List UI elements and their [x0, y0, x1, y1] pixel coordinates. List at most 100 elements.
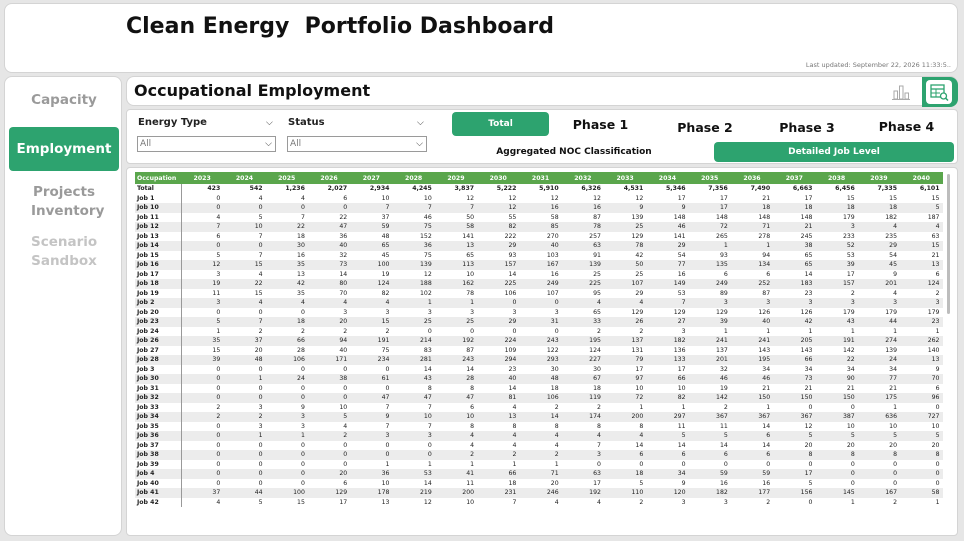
table-cell: 9 [350, 412, 393, 422]
table-cell: 0 [893, 479, 898, 487]
table-cell: 3 [815, 222, 858, 232]
table-cell: 219 [392, 488, 435, 498]
table-cell: 0 [766, 460, 771, 468]
status-chevron-icon[interactable]: ⌵ [417, 118, 424, 128]
column-header-year[interactable]: 2029 [434, 172, 478, 184]
column-header-year[interactable]: 2036 [730, 172, 774, 184]
nav-item-scenario-sandbox[interactable]: Scenario Sandbox [9, 233, 119, 271]
column-header-year[interactable]: 2024 [223, 172, 266, 184]
table-cell: 65 [466, 251, 475, 259]
phase-4-button[interactable]: Phase 4 [859, 115, 954, 139]
energy-type-value: All [140, 139, 152, 149]
column-header-year[interactable]: 2023 [181, 172, 224, 184]
table-cell: 15 [223, 260, 266, 270]
table-cell: 5 [773, 431, 816, 441]
table-cell: 44 [857, 317, 901, 327]
table-cell: 21 [846, 384, 855, 392]
table-cell: 14 [719, 441, 728, 449]
table-cell: 195 [561, 336, 604, 346]
table-cell: 7 [300, 213, 305, 221]
table-cell: 10 [339, 403, 348, 411]
table-cell: 15 [846, 194, 855, 202]
table-cell: 39 [688, 317, 731, 327]
column-header-year[interactable]: 2025 [265, 172, 308, 184]
table-cell: 21 [804, 384, 813, 392]
table-cell: 5 [646, 431, 689, 441]
table-cell: 47 [307, 222, 351, 232]
column-header-year[interactable]: 2027 [350, 172, 393, 184]
table-cell: 2 [639, 327, 644, 335]
table-cell: 4 [561, 298, 604, 308]
column-header-year[interactable]: 2033 [603, 172, 647, 184]
table-cell: 18 [297, 232, 305, 240]
table-cell: 34 [762, 365, 771, 373]
column-header-year[interactable]: 2035 [688, 172, 731, 184]
table-cell: 4 [470, 441, 475, 449]
table-cell: 4 [893, 289, 898, 297]
column-header-year[interactable]: 2030 [477, 172, 520, 184]
table-header-row: Occupation 2023 2024 2025 2026 2027 2028 2029 20… [135, 172, 943, 184]
table-row: Job 31 0 0 0 0 0 8 8 14 18 18 10 10 19 21 21 21 21 6 [135, 383, 943, 393]
table-view-button[interactable] [922, 77, 958, 107]
table-cell: 5 [857, 431, 901, 441]
phase-3-button[interactable]: Phase 3 [757, 115, 857, 139]
bar-chart-icon[interactable] [891, 82, 911, 102]
nav-item-employment[interactable]: Employment [9, 127, 119, 171]
row-label: Job 1 [135, 193, 182, 203]
table-cell: 5 [815, 431, 858, 441]
table-cell: 25 [593, 270, 601, 278]
table-cell: 3 [554, 308, 559, 316]
table-cell: 129 [631, 232, 644, 240]
row-label: Job 24 [135, 326, 182, 336]
table-cell: 75 [392, 222, 435, 232]
table-cell: 82 [477, 222, 520, 232]
table-cell: 8 [597, 422, 601, 430]
table-cell: 2 [723, 403, 728, 411]
table-cell: 63 [931, 232, 940, 240]
column-header-year[interactable]: 2031 [519, 172, 562, 184]
table-cell: 6 [343, 479, 348, 487]
nav-item-capacity[interactable]: Capacity [31, 92, 97, 108]
column-header-year[interactable]: 2040 [900, 172, 943, 184]
status-select[interactable]: All ⌵ [287, 136, 427, 152]
table-cell: 15 [297, 498, 305, 506]
table-cell: 243 [519, 336, 562, 346]
row-label: Job 19 [135, 288, 182, 298]
table-cell: 10 [392, 412, 435, 422]
column-header-year[interactable]: 2028 [392, 172, 435, 184]
table-cell: 387 [815, 412, 858, 422]
table-cell: 201 [688, 355, 731, 365]
table-cell: 25 [635, 270, 644, 278]
column-header-year[interactable]: 2039 [857, 172, 901, 184]
table-cell: 7 [427, 403, 432, 411]
table-cell: 192 [434, 336, 478, 346]
aggregated-noc-button[interactable]: Aggregated NOC Classification [454, 142, 694, 162]
column-header-year[interactable]: 2037 [773, 172, 816, 184]
table-scroll-area[interactable]: Occupation 2023 2024 2025 2026 2027 2028 2029 20… [135, 172, 945, 534]
table-cell: 148 [673, 213, 686, 221]
table-cell: 10 [423, 194, 432, 202]
table-cell: 21 [773, 222, 816, 232]
table-cell: 14 [762, 422, 771, 430]
table-cell: 1 [470, 460, 475, 468]
table-cell: 7 [392, 203, 435, 213]
column-header-year[interactable]: 2026 [307, 172, 351, 184]
table-scrollbar[interactable] [947, 174, 950, 314]
detailed-job-level-button[interactable]: Detailed Job Level [714, 142, 954, 162]
table-cell: 25 [603, 222, 647, 232]
phase-2-button[interactable]: Phase 2 [655, 115, 755, 139]
table-cell: 0 [723, 460, 728, 468]
table-cell: 110 [603, 488, 647, 498]
energy-type-chevron-icon[interactable]: ⌵ [266, 118, 273, 128]
phase-1-button[interactable]: Phase 1 [553, 113, 648, 137]
column-header-year[interactable]: 2038 [815, 172, 858, 184]
table-cell: 1 [766, 403, 771, 411]
table-cell: 3 [343, 308, 348, 316]
column-header-year[interactable]: 2032 [561, 172, 604, 184]
column-header-year[interactable]: 2034 [646, 172, 689, 184]
nav-item-projects-inventory[interactable]: Projects Inventory [9, 183, 119, 221]
phase-total-button[interactable]: Total [452, 112, 549, 136]
table-cell: 75 [423, 251, 432, 259]
energy-type-select[interactable]: All ⌵ [137, 136, 276, 152]
column-header-occupation[interactable]: Occupation [135, 172, 181, 184]
